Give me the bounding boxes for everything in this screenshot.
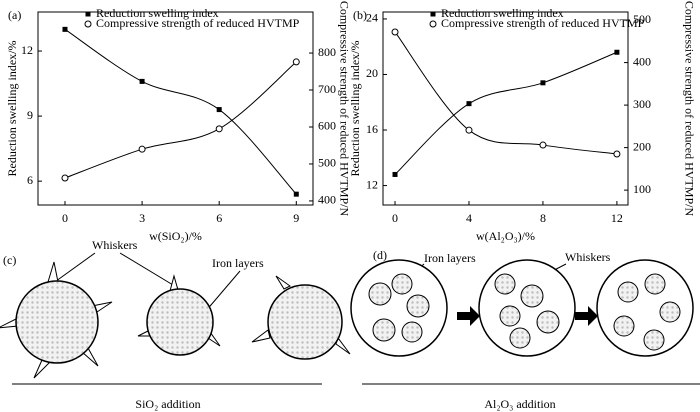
plot-frame	[382, 11, 629, 206]
x-tick-label: 0	[392, 211, 398, 225]
series-line	[64, 28, 297, 195]
y2-tick-label: 700	[318, 82, 336, 96]
point	[539, 141, 547, 149]
y-tick-label: 24	[366, 11, 378, 25]
iron-layers-label: Iron layers	[424, 251, 476, 265]
point	[614, 49, 620, 55]
x-tick-label: 6	[216, 211, 222, 225]
point	[62, 26, 68, 32]
y-tick-label: 16	[366, 122, 378, 136]
legend-marker	[430, 11, 436, 17]
particle	[267, 284, 343, 360]
caption: Al₂O₃ addition	[484, 397, 555, 411]
panel-label: (b)	[353, 8, 367, 22]
y2-tick-label: 800	[318, 45, 336, 59]
point	[392, 171, 398, 177]
y-axis-label: Reduction swelling index/%	[348, 41, 362, 177]
y-axis-label: Reduction swelling index/%	[5, 41, 19, 177]
x-tick-label: 12	[611, 211, 623, 225]
particle	[15, 280, 99, 364]
grains	[368, 273, 681, 351]
point	[540, 80, 546, 86]
y2-tick-label: 200	[633, 139, 651, 153]
y2-tick-label: 400	[633, 54, 651, 68]
panel-label: (c)	[3, 253, 16, 267]
whiskers-label: Whiskers	[565, 250, 611, 264]
y-tick-label: 20	[366, 66, 378, 80]
x-tick-label: 9	[293, 211, 299, 225]
x-axis-label: w(SiO₂)/%	[149, 229, 202, 243]
point	[292, 58, 300, 66]
legend-label: Compressive strength of reduced HVTMP	[96, 16, 300, 30]
legend-label: Reduction swelling index	[96, 6, 219, 20]
y2-tick-label: 600	[318, 119, 336, 133]
y2-tick-label: 100	[633, 182, 651, 196]
point	[139, 78, 145, 84]
point	[215, 125, 223, 133]
x-tick-label: 4	[466, 211, 472, 225]
point	[613, 150, 621, 158]
point	[216, 107, 222, 113]
point	[138, 145, 146, 153]
point	[391, 28, 399, 36]
y-tick-label: 12	[366, 177, 378, 191]
plot-frame	[37, 11, 314, 206]
y2-tick-label: 500	[318, 156, 336, 170]
arrow	[575, 306, 598, 326]
whiskers-label: Whiskers	[92, 238, 138, 252]
diagram-c: (c) Whiskers Iron layers SiO₂ addition	[0, 238, 351, 411]
y2-axis-label: Compressive strength of reduced HVTMP/N	[682, 1, 696, 217]
leader	[51, 252, 96, 285]
x-axis-label: w(Al₂O₃)/%	[476, 229, 535, 243]
y2-tick-label: 400	[318, 193, 336, 207]
legend-label: Compressive strength of reduced HVTMP	[441, 16, 645, 30]
y2-tick-label: 500	[633, 12, 651, 26]
y-tick-label: 9	[27, 108, 33, 122]
panel-label: (d)	[373, 248, 387, 262]
caption: SiO₂ addition	[135, 397, 200, 411]
panel-label: (a)	[8, 8, 21, 22]
arrow	[457, 306, 480, 326]
series-line	[394, 31, 617, 155]
legend-marker	[84, 20, 92, 28]
x-tick-label: 0	[62, 211, 68, 225]
point	[293, 191, 299, 197]
legend-marker	[429, 20, 437, 28]
y-tick-label: 6	[27, 173, 33, 187]
x-tick-label: 3	[139, 211, 145, 225]
y2-axis-label: Compressive strength of reduced HVTMP/N	[337, 1, 351, 217]
y2-tick-label: 300	[633, 97, 651, 111]
y-tick-label: 12	[21, 43, 33, 57]
particle	[146, 288, 214, 356]
leader	[204, 270, 241, 313]
legend-label: Reduction swelling index	[441, 6, 564, 20]
iron-layers-label: Iron layers	[212, 256, 264, 270]
legend-marker	[85, 11, 91, 17]
point	[466, 101, 472, 107]
series-line	[64, 61, 297, 179]
series-line	[394, 51, 618, 175]
point	[61, 174, 69, 182]
point	[465, 126, 473, 134]
diagram-d: (d) Iron layers Whiskers Al₂O₃ addition	[350, 248, 700, 411]
leader	[119, 252, 179, 289]
x-tick-label: 8	[540, 211, 546, 225]
